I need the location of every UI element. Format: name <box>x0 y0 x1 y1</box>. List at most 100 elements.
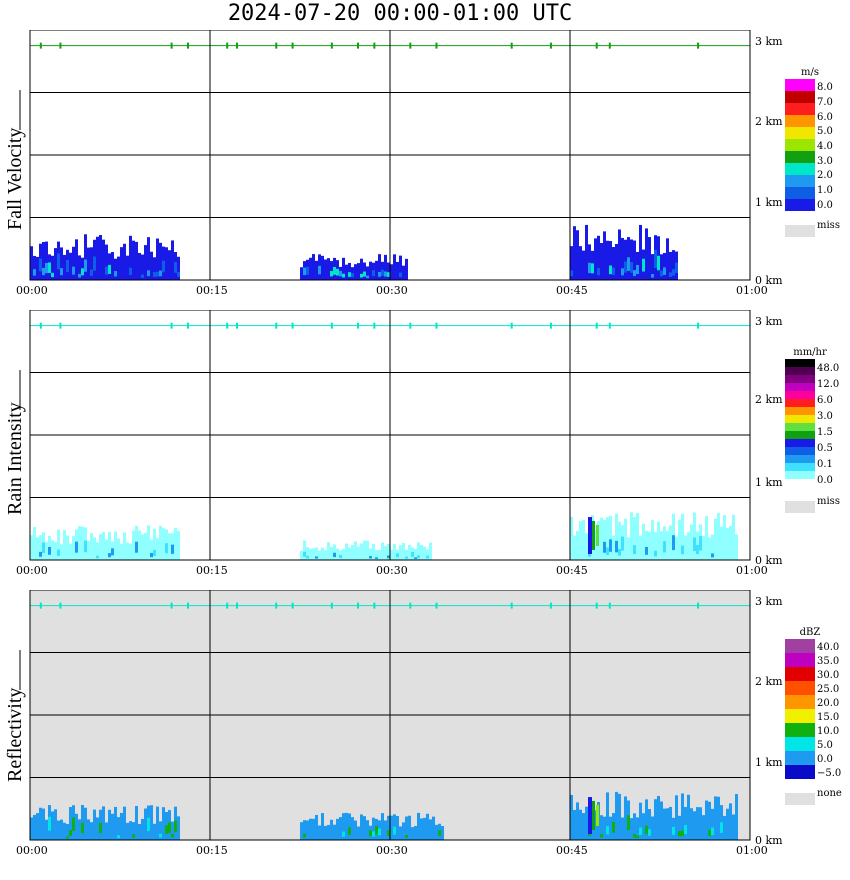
echo-cell <box>126 822 129 840</box>
top-band-mark <box>226 42 229 49</box>
echo-cell <box>651 816 654 840</box>
echo-cell <box>39 807 42 840</box>
echo-core <box>596 524 599 546</box>
echo-cell <box>699 830 702 837</box>
echo-cell <box>348 813 351 840</box>
echo-cell <box>129 235 132 280</box>
echo-cell <box>576 802 579 840</box>
echo-cell <box>312 833 315 838</box>
echo-cell <box>60 247 63 280</box>
echo-cell <box>129 267 132 276</box>
x-tick-0100: 01:00 <box>736 564 768 577</box>
echo-cell <box>582 520 585 560</box>
echo-cell <box>375 826 378 835</box>
echo-cell <box>96 542 99 560</box>
echo-cell <box>648 237 651 280</box>
echo-cell <box>426 555 429 559</box>
echo-cell <box>639 547 642 556</box>
echo-cell <box>732 514 735 560</box>
echo-cell <box>645 799 648 840</box>
echo-cell <box>654 799 657 840</box>
echo-core <box>588 517 592 554</box>
colorbar-swatch <box>785 639 815 653</box>
echo-cell <box>660 270 663 277</box>
colorbar-swatch <box>785 79 815 91</box>
x-tick-0100: 01:00 <box>736 844 768 857</box>
echo-cell <box>315 815 318 840</box>
echo-cell <box>570 246 573 280</box>
echo-cell <box>135 829 138 836</box>
echo-cell <box>333 266 336 275</box>
echo-cell <box>333 824 336 840</box>
colorbar-swatch <box>785 407 815 415</box>
colorbar-label: 0.5 <box>817 443 833 454</box>
echo-cell <box>102 806 105 840</box>
echo-cell <box>54 809 57 840</box>
echo-cell <box>624 518 627 560</box>
echo-cell <box>51 540 54 560</box>
colorbar-swatch <box>785 471 815 479</box>
echo-cell <box>378 271 381 277</box>
echo-cell <box>627 257 630 271</box>
echo-cell <box>600 517 603 560</box>
echo-cell <box>114 258 117 280</box>
echo-cell <box>405 816 408 840</box>
echo-cell <box>123 532 126 560</box>
echo-cell <box>633 813 636 840</box>
echo-cell <box>435 824 438 840</box>
echo-cell <box>138 549 141 556</box>
echo-cell <box>81 268 84 276</box>
echo-cell <box>147 525 150 560</box>
echo-cell <box>669 272 672 277</box>
echo-cell <box>663 267 666 275</box>
echo-cell <box>663 252 666 280</box>
echo-cell <box>348 827 351 835</box>
x-tick-0000: 00:00 <box>16 564 48 577</box>
echo-cell <box>54 542 57 560</box>
colorbar-label: 8.0 <box>817 82 833 94</box>
echo-cell <box>618 549 621 556</box>
colorbar-unit: dBZ <box>799 627 821 638</box>
echo-cell <box>678 815 681 840</box>
echo-cell <box>609 241 612 280</box>
echo-cell <box>147 817 150 832</box>
echo-cell <box>159 270 162 277</box>
echo-cell <box>705 516 708 560</box>
echo-cell <box>630 262 633 273</box>
echo-cell <box>420 544 423 560</box>
echo-cell <box>402 265 405 280</box>
echo-cell <box>45 542 48 560</box>
echo-cell <box>735 794 738 840</box>
echo-cell <box>666 238 669 280</box>
top-band-mark <box>357 42 359 49</box>
top-band-mark <box>549 42 552 49</box>
echo-cell <box>150 251 153 280</box>
echo-cell <box>600 243 603 280</box>
echo-cell <box>108 553 111 558</box>
echo-cell <box>348 262 351 280</box>
echo-cell <box>639 802 642 840</box>
echo-cell <box>60 544 63 560</box>
echo-cell <box>72 535 75 560</box>
top-band-mark <box>186 322 189 329</box>
top-band-mark <box>330 322 333 329</box>
colorbar-label: 2.0 <box>817 170 833 182</box>
echo-cell <box>366 540 369 560</box>
echo-cell <box>93 809 96 840</box>
echo-cell <box>306 266 309 275</box>
echo-cell <box>630 550 633 557</box>
colorbar-swatch <box>785 151 815 163</box>
echo-cell <box>69 807 72 840</box>
echo-cell <box>123 547 126 556</box>
echo-cell <box>387 272 390 277</box>
echo-cell <box>693 821 696 833</box>
echo-cell <box>429 819 432 840</box>
echo-cell <box>657 548 660 556</box>
top-band-mark <box>697 322 700 329</box>
colorbar-missing-swatch <box>785 793 815 805</box>
echo-cell <box>600 815 603 840</box>
echo-cell <box>669 525 672 560</box>
echo-cell <box>126 542 129 560</box>
echo-cell <box>606 516 609 560</box>
echo-cell <box>345 264 348 280</box>
